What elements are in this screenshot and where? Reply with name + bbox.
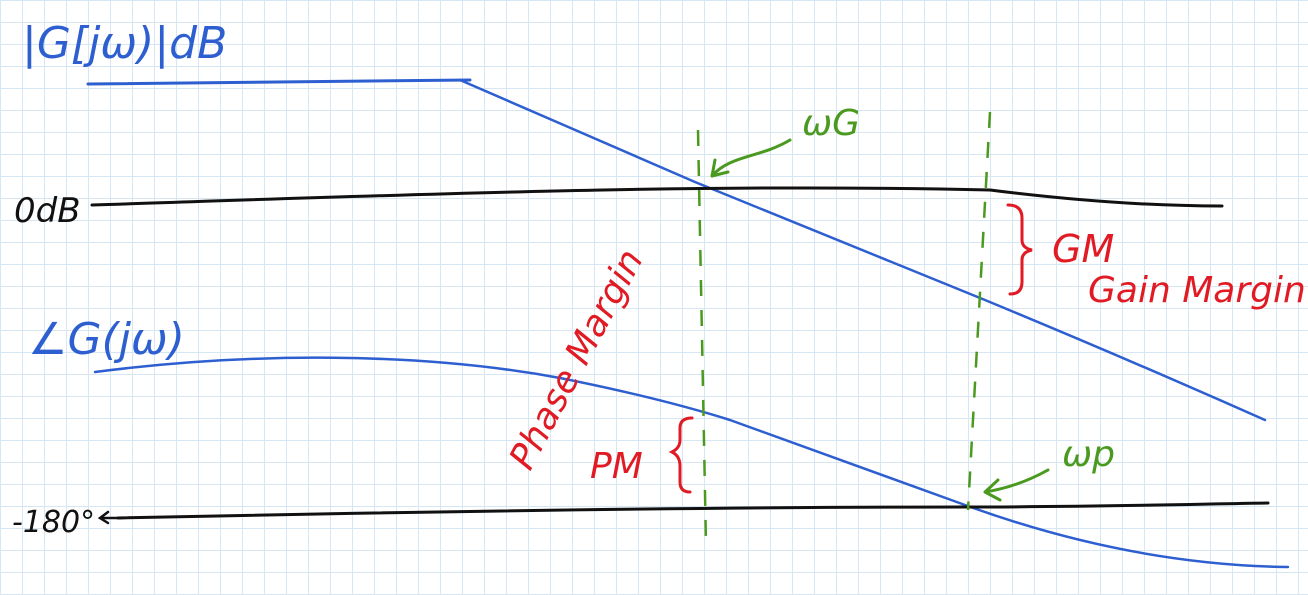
omega-p-label: ωp <box>1062 434 1115 475</box>
omega-g-label: ωG <box>802 103 860 144</box>
phase-margin-bracket <box>668 416 694 494</box>
minus-180-label: -180° <box>12 505 95 540</box>
omega-g-arrow <box>710 138 792 178</box>
magnitude-axis-label: |G[jω)|dB <box>22 18 227 69</box>
phase-curve <box>93 356 1290 569</box>
omega-p-arrow <box>983 468 1050 502</box>
phase-margin-short-label: PM <box>590 446 643 487</box>
gain-margin-bracket <box>1006 203 1033 296</box>
zero-db-label: 0dB <box>14 191 81 231</box>
omega-g-dashed-line <box>696 129 708 546</box>
magnitude-title-underline <box>86 78 472 86</box>
zero-db-line <box>90 186 1224 208</box>
gain-margin-short-label: GM <box>1052 227 1114 271</box>
gain-margin-long-label: Gain Margin <box>1088 270 1306 311</box>
minus-180-line <box>116 501 1270 520</box>
omega-p-dashed-line <box>966 111 992 511</box>
magnitude-curve <box>458 78 1267 422</box>
phase-margin-long-label: Phase Margin <box>502 243 652 476</box>
phase-axis-label: ∠G(jω) <box>28 314 185 365</box>
